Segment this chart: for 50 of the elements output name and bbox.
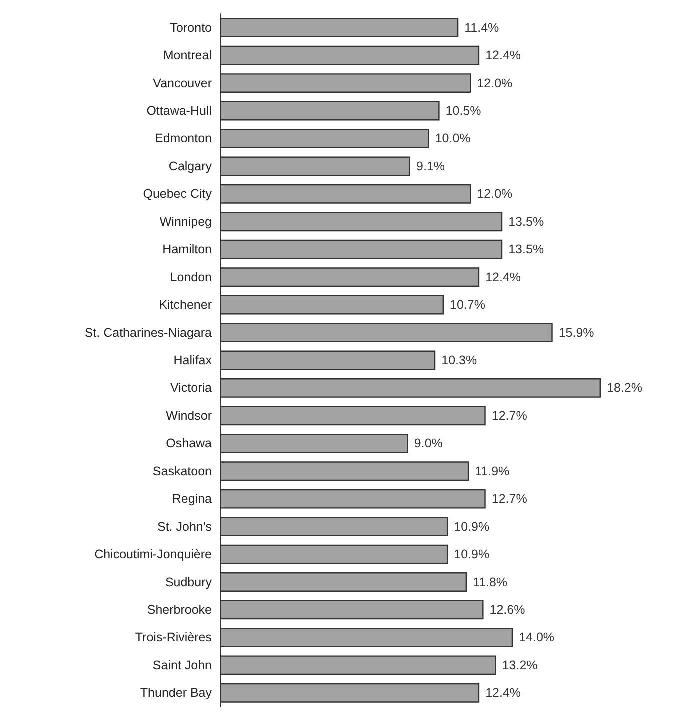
- data-label: 10.9%: [454, 520, 490, 534]
- y-tick-label: St. John's: [158, 520, 212, 534]
- y-tick-label: Kitchener: [159, 298, 212, 312]
- data-label: 14.0%: [519, 630, 555, 645]
- y-tick-label: Chicoutimi-Jonquière: [94, 548, 212, 562]
- data-label: 12.6%: [490, 602, 526, 617]
- y-tick-label: Winnipeg: [160, 214, 212, 229]
- data-label: 13.5%: [508, 214, 544, 229]
- data-label: 18.2%: [607, 381, 642, 396]
- data-label: 12.7%: [492, 492, 528, 506]
- y-tick-label: Victoria: [170, 381, 212, 396]
- y-tick-label: Saskatoon: [152, 464, 212, 478]
- data-label: 11.9%: [475, 464, 510, 478]
- data-label: 11.8%: [473, 575, 508, 590]
- y-tick-label: Thunder Bay: [140, 686, 213, 700]
- data-label: 12.7%: [492, 408, 528, 423]
- y-tick-label: Montreal: [163, 48, 212, 63]
- data-label: 13.5%: [508, 242, 544, 257]
- data-label: 9.0%: [414, 436, 443, 451]
- y-tick-label: Vancouver: [153, 76, 212, 90]
- data-label: 10.3%: [442, 354, 478, 368]
- y-tick-label: Toronto: [170, 20, 212, 35]
- data-label: 13.2%: [502, 658, 538, 672]
- y-tick-label: Calgary: [168, 159, 213, 174]
- data-label: 12.0%: [477, 187, 513, 202]
- y-tick-label: Ottawa-Hull: [146, 104, 212, 118]
- y-tick-label: Oshawa: [166, 436, 212, 451]
- data-label: 11.4%: [464, 20, 500, 35]
- y-tick-label: Edmonton: [155, 132, 212, 146]
- data-label: 15.9%: [558, 326, 594, 340]
- y-tick-label: St. Catharines-Niagara: [84, 326, 212, 340]
- y-tick-label: Sudbury: [165, 575, 213, 590]
- y-tick-label: Halifax: [174, 354, 213, 368]
- data-label: 10.7%: [450, 298, 486, 312]
- y-tick-label: Trois-Rivières: [135, 630, 212, 645]
- y-tick-label: London: [170, 270, 212, 284]
- data-label: 10.9%: [454, 548, 490, 562]
- data-label: 12.4%: [486, 686, 522, 700]
- data-label: 12.4%: [486, 270, 522, 284]
- y-tick-label: Saint John: [152, 658, 212, 672]
- y-tick-label: Quebec City: [143, 187, 213, 202]
- y-tick-label: Sherbrooke: [147, 602, 212, 617]
- y-tick-label: Hamilton: [162, 242, 212, 257]
- data-label: 12.4%: [486, 48, 522, 63]
- data-label: 10.0%: [435, 132, 471, 146]
- y-tick-label: Windsor: [166, 408, 212, 423]
- data-label: 12.0%: [477, 76, 513, 90]
- data-label: 10.5%: [446, 104, 482, 118]
- data-label: 9.1%: [416, 159, 445, 174]
- y-tick-label: Regina: [172, 492, 212, 506]
